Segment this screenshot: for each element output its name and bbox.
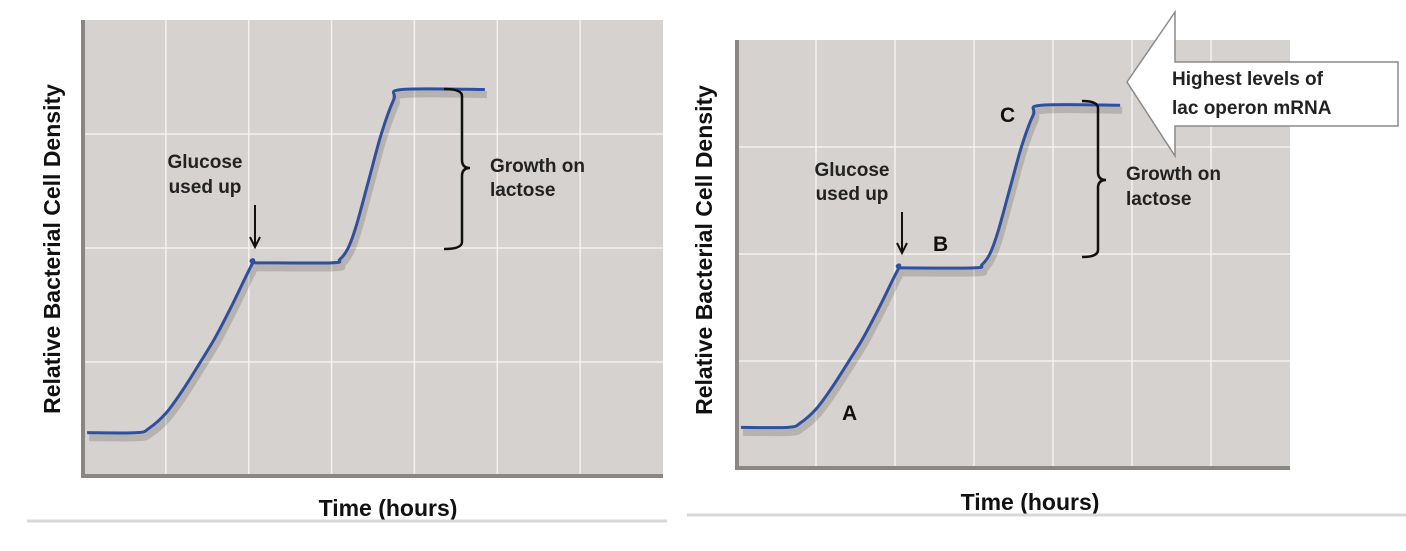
growth-bracket-left [443, 87, 471, 251]
growth-curve-shadow [89, 90, 487, 442]
label-b: B [933, 233, 948, 256]
y-axis-label-right: Relative Bacterial Cell Density [691, 85, 717, 415]
glucose-annotation-line1-right: Glucose [815, 160, 890, 181]
y-axis-label-left: Relative Bacterial Cell Density [39, 84, 65, 414]
growth-curve [740, 103, 1121, 430]
label-a: A [842, 402, 857, 425]
chart-left [81, 20, 663, 478]
glucose-annotation-line1: Glucose [168, 152, 243, 173]
label-c: C [1000, 104, 1015, 127]
glucose-arrow-right [896, 212, 908, 256]
callout-line2: lac operon mRNA [1172, 98, 1332, 119]
x-axis-label-left: Time (hours) [319, 495, 458, 521]
glucose-annotation-line2-right: used up [816, 184, 889, 205]
glucose-annotation-line2: used up [169, 177, 242, 198]
x-axis-label-right: Time (hours) [961, 489, 1100, 515]
glucose-arrow-left [249, 205, 261, 250]
growth-curve [87, 87, 485, 435]
callout-line1: Highest levels of [1172, 69, 1324, 90]
growth-annotation-line1: Growth on [490, 156, 585, 177]
growth-bracket-right [1081, 99, 1107, 259]
growth-annotation-line2: lactose [490, 180, 555, 201]
growth-annotation-line2-right: lactose [1126, 189, 1191, 210]
callout-arrow [1126, 9, 1399, 159]
growth-curve-shadow [742, 106, 1123, 437]
growth-annotation-line1-right: Growth on [1126, 164, 1221, 185]
